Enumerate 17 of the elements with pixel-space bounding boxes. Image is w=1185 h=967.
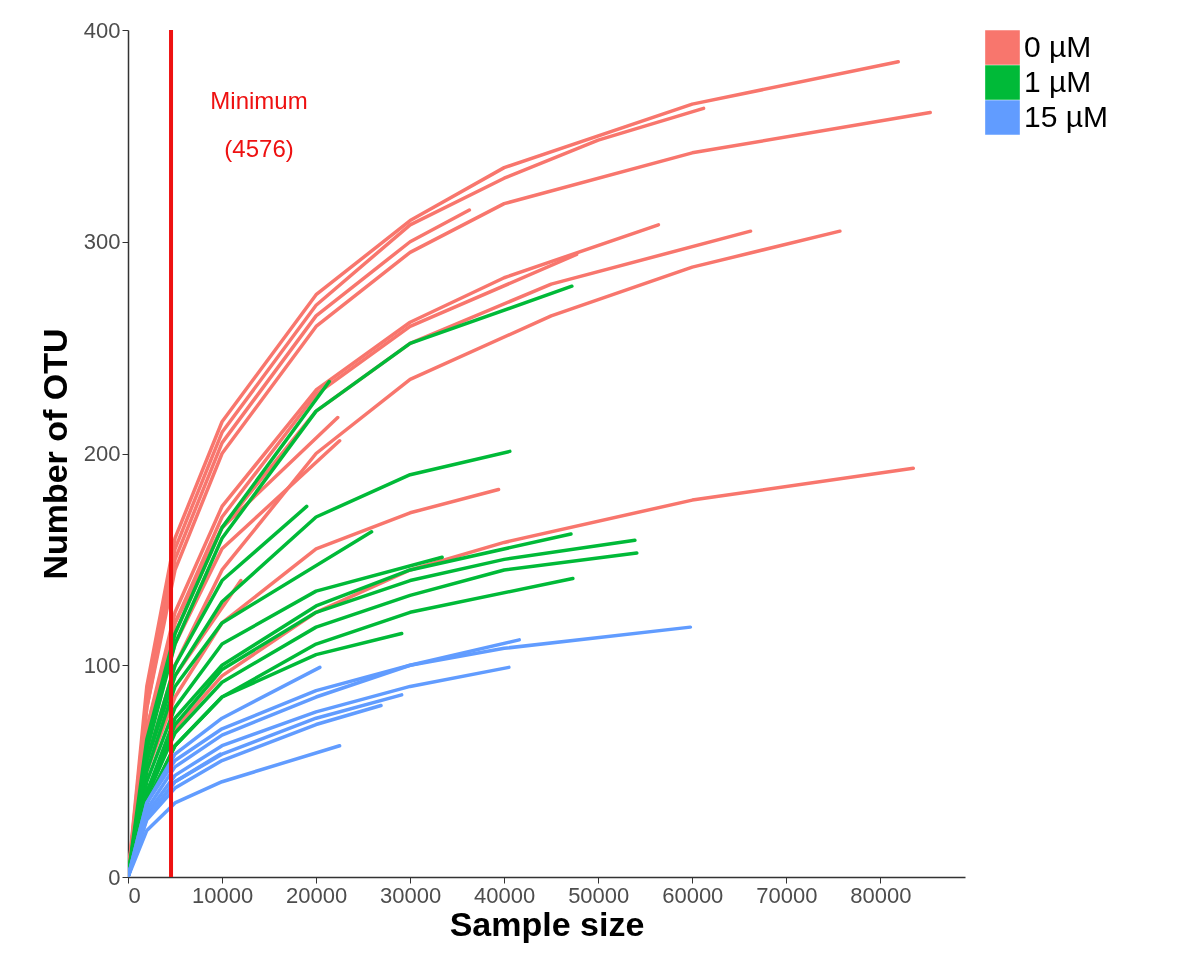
x-tick-label: 70000	[756, 882, 818, 908]
y-tick-label: 200	[83, 441, 121, 466]
x-tick-label: 10000	[191, 882, 254, 908]
y-tick-label: 100	[83, 652, 121, 678]
y-tick-label: 300	[83, 229, 121, 255]
x-tick-label: 30000	[380, 882, 442, 908]
y-tick-label: 0	[108, 864, 121, 890]
y-axis-title: Number of OTU	[35, 328, 74, 580]
x-tick-label: 60000	[662, 882, 724, 908]
legend-label: 1 µM	[1024, 64, 1092, 98]
x-tick-label: 80000	[850, 882, 912, 908]
legend-label: 15 µM	[1024, 99, 1108, 133]
y-tick-label: 400	[83, 17, 121, 43]
legend-label: 0 µM	[1024, 29, 1092, 63]
x-tick-label: 20000	[286, 882, 348, 908]
x-tick-label: 0	[128, 882, 141, 908]
ref-line-label: Minimum (4576)	[210, 87, 308, 162]
